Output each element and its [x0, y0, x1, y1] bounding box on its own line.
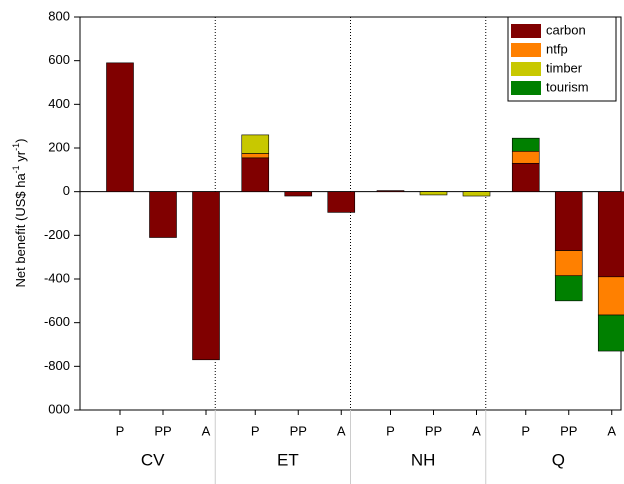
bar-segment [376, 190, 405, 192]
y-label-superscript: -1 [11, 165, 21, 173]
y-tick-label: 200 [48, 139, 70, 154]
bar-segment [597, 191, 624, 278]
x-tick-label: PP [560, 423, 577, 438]
legend-label: ntfp [546, 41, 568, 56]
group-label: CV [141, 450, 165, 469]
group-label: NH [411, 450, 436, 469]
bar-segment [554, 250, 583, 277]
y-label-part: yr [13, 150, 28, 165]
x-tick-label: A [472, 423, 481, 438]
x-tick-label: A [607, 423, 616, 438]
x-tick-label: P [386, 423, 395, 438]
bar-segment [192, 191, 220, 361]
bar-segment [511, 150, 540, 164]
x-tick-label: A [337, 423, 346, 438]
bar-segment [597, 314, 624, 352]
bar-segment [149, 191, 177, 238]
legend-swatch [511, 81, 541, 95]
bar-segment [106, 62, 134, 192]
legend-swatch [511, 62, 541, 76]
bar-segment [554, 191, 583, 251]
x-tick-label: A [202, 423, 211, 438]
x-tick-label: PP [425, 423, 442, 438]
x-tick-label: PP [154, 423, 171, 438]
legend-label: timber [546, 60, 583, 75]
x-tick-label: P [521, 423, 530, 438]
bar-segment [241, 134, 270, 154]
y-tick-label: -800 [44, 358, 70, 373]
bar-segment [241, 153, 270, 159]
legend-swatch [511, 43, 541, 57]
y-tick-label: -400 [44, 270, 70, 285]
y-tick-label: 400 [48, 96, 70, 111]
bar-segment [241, 157, 270, 192]
x-tick-label: P [116, 423, 125, 438]
bar-segment [554, 275, 583, 302]
bar-segment [511, 137, 540, 152]
legend-label: tourism [546, 79, 589, 94]
y-label-part: Net benefit (US$ ha [13, 173, 28, 288]
y-label-superscript: -1 [11, 143, 21, 151]
group-label: ET [277, 450, 299, 469]
y-tick-label: 600 [48, 52, 70, 67]
legend-label: carbon [546, 22, 586, 37]
bar-segment [284, 191, 313, 197]
y-tick-label: 0 [63, 183, 70, 198]
group-label: Q [552, 450, 565, 469]
y-tick-label: 800 [48, 8, 70, 23]
legend-swatch [511, 24, 541, 38]
y-tick-label: -600 [44, 314, 70, 329]
y-tick-label: -200 [44, 227, 70, 242]
bar-segment [511, 162, 540, 192]
bar-segment [462, 191, 491, 197]
y-label-part: ) [13, 138, 28, 142]
bar-segment [419, 191, 448, 196]
x-tick-label: P [251, 423, 260, 438]
bar-segment [597, 276, 624, 316]
y-tick-label: 000 [48, 401, 70, 416]
x-tick-label: PP [290, 423, 307, 438]
bar-segment [327, 191, 356, 213]
y-axis-label: Net benefit (US$ ha-1 yr-1) [11, 138, 28, 287]
